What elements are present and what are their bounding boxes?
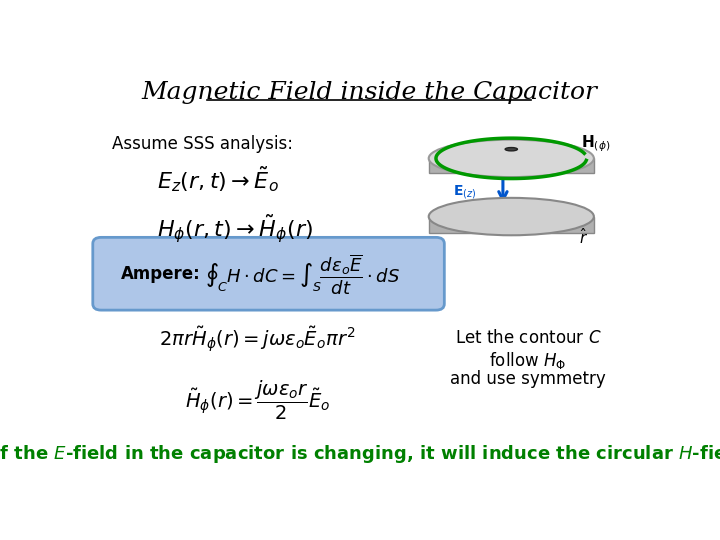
Text: $\tilde{H}_\phi(r) = \dfrac{j\omega\epsilon_o r}{2} \tilde{E}_o$: $\tilde{H}_\phi(r) = \dfrac{j\omega\epsi… xyxy=(184,379,330,422)
Text: and use symmetry: and use symmetry xyxy=(450,370,606,388)
Text: $\mathbf{H}_{(\phi)}$: $\mathbf{H}_{(\phi)}$ xyxy=(581,133,611,154)
Text: Assume SSS analysis:: Assume SSS analysis: xyxy=(112,136,293,153)
Ellipse shape xyxy=(505,147,518,151)
Ellipse shape xyxy=(428,140,594,177)
Text: $2\pi r \tilde{H}_\phi(r) = j\omega\epsilon_o \tilde{E}_o \pi r^2$: $2\pi r \tilde{H}_\phi(r) = j\omega\epsi… xyxy=(159,325,356,354)
Text: Magnetic Field inside the Capacitor: Magnetic Field inside the Capacitor xyxy=(141,82,597,104)
Text: If the $E$-field in the capacitor is changing, it will induce the circular $H$-f: If the $E$-field in the capacitor is cha… xyxy=(0,443,720,465)
Text: $E_z(r, t) \rightarrow \tilde{E}_o$: $E_z(r, t) \rightarrow \tilde{E}_o$ xyxy=(157,165,279,194)
Text: $\hat{r}$: $\hat{r}$ xyxy=(580,227,588,247)
Text: $H_\phi(r, t) \rightarrow \tilde{H}_\phi(r)$: $H_\phi(r, t) \rightarrow \tilde{H}_\phi… xyxy=(157,212,313,245)
Text: Ampere:: Ampere: xyxy=(121,265,200,282)
Text: $\mathbf{E}_{(z)}$: $\mathbf{E}_{(z)}$ xyxy=(453,183,476,201)
FancyBboxPatch shape xyxy=(428,158,594,173)
Text: $\oint_C H \cdot dC = \int_S \dfrac{d\epsilon_o \overline{E}}{dt} \cdot dS$: $\oint_C H \cdot dC = \int_S \dfrac{d\ep… xyxy=(204,253,400,297)
Ellipse shape xyxy=(428,198,594,235)
Text: follow $H_\Phi$: follow $H_\Phi$ xyxy=(490,349,567,370)
Text: Let the contour $C$: Let the contour $C$ xyxy=(455,329,601,347)
FancyBboxPatch shape xyxy=(428,217,594,233)
FancyBboxPatch shape xyxy=(93,238,444,310)
